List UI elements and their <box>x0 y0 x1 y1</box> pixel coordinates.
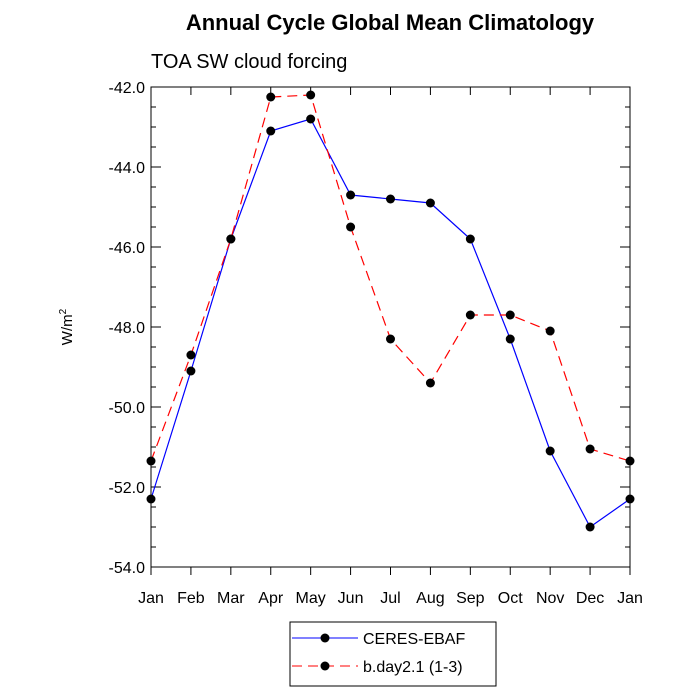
data-point <box>146 456 156 466</box>
chart-subtitle: TOA SW cloud forcing <box>151 51 347 73</box>
series-line-2 <box>150 94 631 462</box>
x-tick-label: Oct <box>498 590 523 607</box>
data-point <box>266 92 276 102</box>
y-axis-label: W/m2 <box>58 308 76 345</box>
data-point <box>266 126 276 136</box>
data-point <box>505 310 515 320</box>
data-point <box>465 310 475 320</box>
data-point <box>505 334 515 344</box>
x-tick-label: Nov <box>536 590 564 607</box>
y-tick-label: -50.0 <box>109 400 146 417</box>
data-point <box>585 444 595 454</box>
y-tick-label: -48.0 <box>109 320 146 337</box>
data-point <box>625 494 635 504</box>
legend-label-2: b.day2.1 (1-3) <box>363 659 463 676</box>
data-point <box>386 194 395 204</box>
y-tick-label: -52.0 <box>109 480 146 497</box>
x-tick-label: Jul <box>380 590 400 607</box>
data-point <box>306 114 316 124</box>
data-point <box>386 334 395 344</box>
data-point <box>425 378 435 388</box>
x-tick-label: Sep <box>456 590 485 607</box>
y-axis-label-superscript: 2 <box>58 308 69 314</box>
data-point <box>545 326 555 336</box>
y-tick-label: -44.0 <box>109 160 146 177</box>
series-2 <box>146 90 635 466</box>
y-tick-label: -46.0 <box>109 240 146 257</box>
axis-ticks <box>150 86 631 575</box>
x-tick-label: Feb <box>177 590 205 607</box>
series-line-1 <box>150 118 631 528</box>
x-tick-label: Jun <box>338 590 364 607</box>
data-point <box>226 234 236 244</box>
legend: CERES-EBAF b.day2.1 (1-3) <box>289 621 497 687</box>
data-point <box>625 456 635 466</box>
y-axis-label-main: W/m <box>59 314 76 345</box>
legend-label-1: CERES-EBAF <box>363 631 465 648</box>
series-layer <box>146 90 635 532</box>
x-tick-label: Aug <box>416 590 444 607</box>
y-tick-label: -42.0 <box>109 80 146 97</box>
legend-marker-2 <box>320 661 330 671</box>
x-tick-label: Dec <box>576 590 604 607</box>
data-point <box>146 494 156 504</box>
legend-box <box>289 621 497 687</box>
y-tick-labels: -54.0 -52.0 -50.0 -48.0 -46.0 -44.0 -42.0 <box>109 80 146 577</box>
data-point <box>425 198 435 208</box>
data-point <box>545 446 555 456</box>
x-tick-label: Apr <box>258 590 284 607</box>
x-tick-label: Mar <box>217 590 245 607</box>
x-tick-label: Jan <box>617 590 643 607</box>
x-tick-label: May <box>296 590 326 607</box>
data-point <box>585 522 595 532</box>
series-1 <box>146 114 635 532</box>
chart-title: Annual Cycle Global Mean Climatology <box>186 10 595 35</box>
data-point <box>186 350 196 360</box>
data-point <box>186 366 196 376</box>
y-tick-label: -54.0 <box>109 560 146 577</box>
data-point <box>306 90 316 100</box>
data-point <box>346 190 356 200</box>
data-point <box>465 234 475 244</box>
data-point <box>346 222 356 232</box>
plot-frame <box>150 86 631 568</box>
x-tick-label: Jan <box>138 590 164 607</box>
x-tick-labels: Jan Feb Mar Apr May Jun Jul Aug Sep Oct Nov Dec Jan <box>138 590 643 607</box>
legend-marker-1 <box>320 633 330 643</box>
